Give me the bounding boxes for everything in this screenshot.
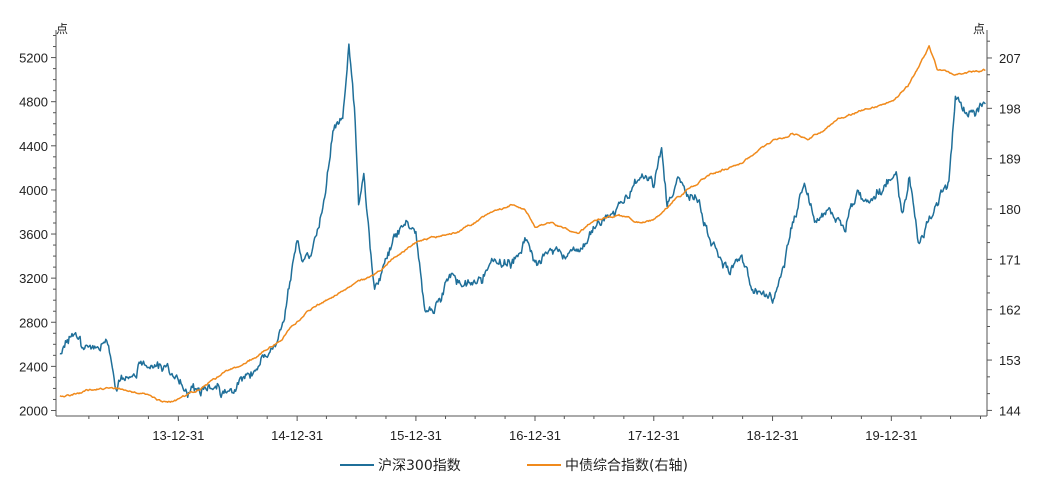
series-line-hs300	[59, 43, 986, 399]
left-tick-label: 3200	[19, 271, 48, 286]
series-line-bond	[59, 45, 986, 403]
right-tick-label: 189	[999, 152, 1021, 167]
right-axis-unit: 点	[973, 22, 985, 36]
legend-swatch-bond	[527, 464, 561, 466]
left-tick-label: 4400	[19, 139, 48, 154]
x-tick-label: 13-12-31	[152, 428, 204, 443]
legend-item-bond: 中债综合指数(右轴)	[527, 455, 688, 475]
legend-label-hs300: 沪深300指数	[378, 458, 461, 474]
left-tick-label: 2000	[19, 403, 48, 418]
x-tick-label: 17-12-31	[628, 428, 680, 443]
right-tick-label: 162	[999, 303, 1021, 318]
left-axis-unit: 点	[56, 22, 68, 36]
left-tick-label: 5200	[19, 51, 48, 66]
right-tick-label: 171	[999, 252, 1021, 267]
left-tick-label: 2400	[19, 359, 48, 374]
right-tick-label: 207	[999, 51, 1021, 66]
legend-item-hs300: 沪深300指数	[340, 455, 461, 475]
right-tick-label: 153	[999, 353, 1021, 368]
left-tick-label: 4000	[19, 183, 48, 198]
axes: 2000 2400 2800 3200 3600 4000 4400 4800 5200 144 1…	[19, 30, 1021, 443]
legend: 沪深300指数 中债综合指数(右轴)	[0, 455, 1045, 475]
series-lines	[59, 43, 986, 403]
legend-label-bond: 中债综合指数(右轴)	[565, 458, 688, 474]
left-tick-label: 4800	[19, 95, 48, 110]
x-tick-label: 18-12-31	[747, 428, 799, 443]
left-tick-label: 3600	[19, 227, 48, 242]
x-tick-label: 16-12-31	[509, 428, 561, 443]
x-tick-label: 15-12-31	[390, 428, 442, 443]
x-tick-label: 14-12-31	[271, 428, 323, 443]
x-tick-label: 19-12-31	[865, 428, 917, 443]
left-tick-label: 2800	[19, 315, 48, 330]
legend-swatch-hs300	[340, 464, 374, 466]
right-tick-label: 144	[999, 403, 1021, 418]
right-tick-label: 180	[999, 202, 1021, 217]
right-tick-label: 198	[999, 101, 1021, 116]
